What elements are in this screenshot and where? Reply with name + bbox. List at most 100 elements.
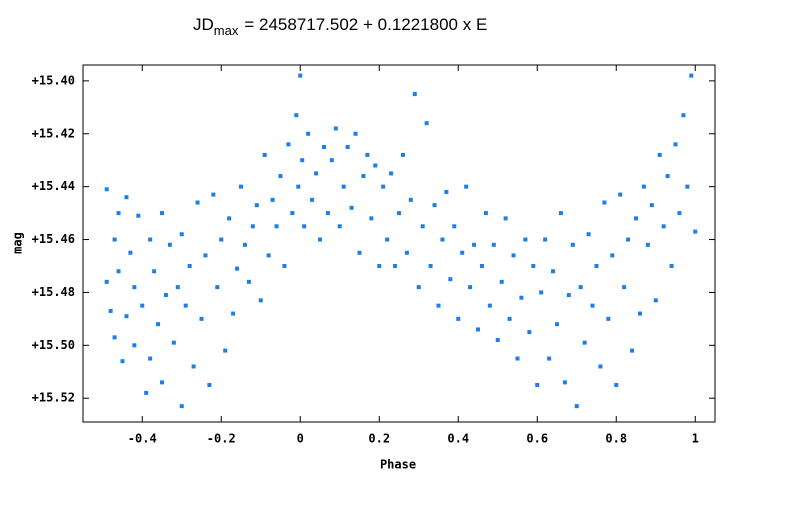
- data-point: [160, 380, 164, 385]
- data-point: [503, 216, 508, 221]
- data-point: [179, 232, 184, 237]
- data-point: [626, 237, 631, 242]
- data-point: [610, 253, 615, 258]
- data-point: [456, 316, 461, 321]
- data-point: [357, 250, 362, 255]
- y-axis-label: mag: [11, 232, 25, 254]
- data-point: [681, 113, 686, 118]
- x-axis-label: Phase: [380, 458, 416, 472]
- data-point: [472, 242, 477, 247]
- y-tick-label: +15.40: [32, 73, 75, 87]
- data-point: [539, 290, 544, 295]
- plot-frame: [82, 64, 716, 423]
- data-point: [199, 316, 204, 321]
- data-point: [325, 211, 330, 216]
- data-point: [290, 211, 295, 216]
- data-point: [203, 253, 208, 258]
- data-point: [566, 293, 571, 298]
- data-point: [104, 279, 109, 284]
- data-point: [266, 253, 271, 258]
- data-point: [555, 322, 559, 327]
- data-point: [657, 152, 662, 157]
- data-point: [389, 171, 394, 176]
- data-point: [578, 285, 583, 290]
- x-tick-label: 0: [297, 432, 304, 446]
- data-point: [582, 340, 587, 345]
- data-point: [242, 242, 247, 247]
- data-point: [128, 250, 133, 255]
- data-point: [361, 174, 366, 179]
- data-point: [570, 242, 575, 247]
- data-point: [369, 216, 374, 221]
- data-point: [665, 174, 670, 179]
- x-tick-label: -0.2: [207, 432, 236, 446]
- data-point: [669, 263, 674, 268]
- data-point: [515, 356, 520, 361]
- data-point: [314, 171, 319, 176]
- data-point: [602, 200, 607, 205]
- data-point: [535, 382, 540, 387]
- data-point: [345, 144, 350, 149]
- data-point: [444, 189, 449, 194]
- data-point: [246, 279, 251, 284]
- data-point: [223, 348, 228, 353]
- data-point: [645, 242, 650, 247]
- data-point: [507, 316, 512, 321]
- data-point: [448, 277, 453, 282]
- data-point: [167, 242, 172, 247]
- data-point: [112, 335, 117, 340]
- data-point: [661, 224, 666, 229]
- data-point: [156, 322, 161, 327]
- data-point: [116, 211, 121, 216]
- data-point: [641, 184, 646, 189]
- data-point: [649, 203, 654, 208]
- data-point: [377, 263, 382, 268]
- data-point: [487, 303, 492, 308]
- data-point: [160, 211, 164, 216]
- data-point: [511, 253, 516, 258]
- data-point: [385, 237, 390, 242]
- data-point: [428, 263, 433, 268]
- x-tick-label: 0.6: [526, 432, 548, 446]
- data-point: [440, 237, 445, 242]
- y-tick-label: +15.46: [32, 232, 75, 246]
- data-point: [215, 285, 220, 290]
- data-point: [300, 158, 305, 163]
- data-point: [132, 343, 137, 348]
- data-point: [132, 285, 137, 290]
- data-point: [112, 237, 117, 242]
- data-point: [120, 359, 125, 364]
- data-point: [618, 192, 623, 197]
- data-point: [239, 184, 243, 189]
- data-point: [108, 308, 113, 313]
- data-point: [404, 250, 409, 255]
- data-point: [349, 205, 354, 210]
- data-point: [689, 73, 694, 78]
- data-point: [562, 380, 567, 385]
- data-point: [207, 382, 212, 387]
- chart-title: JDmax = 2458717.502 + 0.1221800 x E: [193, 15, 487, 38]
- data-point: [195, 200, 200, 205]
- data-point: [519, 295, 524, 300]
- x-tick-label: -0.4: [128, 432, 157, 446]
- data-point: [306, 131, 311, 136]
- y-tick-label: +15.42: [32, 126, 75, 140]
- data-point: [547, 356, 552, 361]
- data-point: [606, 316, 611, 321]
- data-point: [491, 242, 496, 247]
- data-point: [397, 211, 401, 216]
- x-tick-label: 0.8: [605, 432, 627, 446]
- data-point: [590, 303, 595, 308]
- x-tick-label: 0.4: [447, 432, 469, 446]
- data-point: [163, 293, 168, 298]
- data-point: [148, 237, 153, 242]
- data-point: [250, 224, 255, 229]
- y-tick-label: +15.52: [32, 391, 75, 405]
- data-point: [211, 192, 216, 197]
- data-point: [310, 197, 315, 202]
- data-point: [586, 232, 591, 237]
- data-point: [622, 285, 627, 290]
- data-point: [104, 187, 109, 192]
- title-rest: = 2458717.502 + 0.1221800 x E: [244, 15, 487, 34]
